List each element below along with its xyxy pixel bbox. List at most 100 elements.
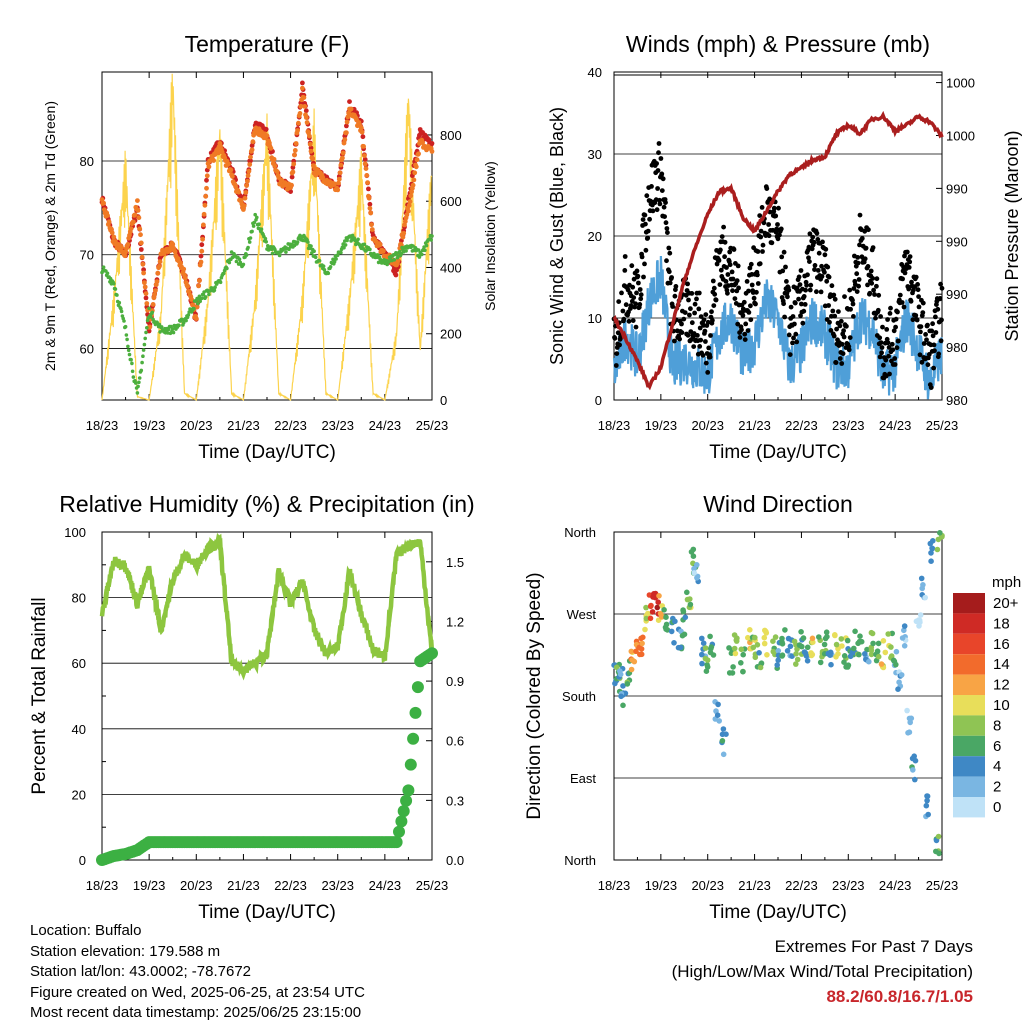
dewpoint-2m-line-point [137, 380, 141, 385]
gust-point [727, 262, 733, 268]
wind-direction-point [924, 797, 930, 804]
gust-point [822, 269, 827, 275]
wind-direction-point [930, 538, 936, 544]
temperature-9m-line-point [406, 208, 411, 214]
dewpoint-2m-line [100, 212, 434, 395]
temperature-9m-line-point [361, 144, 366, 149]
wind-direction-point [937, 530, 943, 536]
temperature-9m-line-point [199, 248, 205, 254]
y-tick-label: 60 [80, 341, 94, 356]
wind-direction-point [754, 642, 761, 648]
temperature-9m-line-point [369, 222, 374, 228]
dewpoint-2m-line-point [105, 271, 110, 276]
gust-point [701, 317, 707, 323]
precipitation-point [400, 794, 413, 807]
x-tick-label: 18/23 [598, 418, 631, 433]
y-tick-label: 70 [80, 248, 94, 263]
dewpoint-2m-line-point [119, 309, 124, 314]
gust-point [721, 224, 726, 230]
temperature-9m-line-point [138, 232, 143, 238]
gust-point [796, 274, 802, 280]
temperature-2m-line-point [367, 201, 373, 207]
dewpoint-2m-line-point [332, 259, 337, 264]
dewpoint-2m-line-point [254, 215, 259, 220]
gust-point [654, 207, 660, 213]
wind-direction-point [923, 802, 930, 809]
wind-direction-point [663, 614, 669, 620]
gust-point [854, 289, 860, 294]
gust-point [848, 306, 853, 312]
wind-direction-point [794, 646, 800, 652]
dewpoint-2m-line-point [130, 361, 134, 366]
temperature-9m-line-point [274, 169, 280, 175]
temperature-9m-line-point [362, 161, 368, 167]
dewpoint-2m-line-point [200, 296, 204, 301]
gust-point [866, 227, 871, 233]
temperature-9m-line-point [407, 199, 413, 205]
gust-point [886, 353, 891, 359]
gust-point [931, 342, 937, 348]
dewpoint-2m-line-point [140, 360, 144, 365]
gust-point [842, 294, 847, 299]
gust-point [754, 289, 759, 295]
wind-direction-point [720, 751, 727, 758]
wind-direction-point [638, 646, 645, 652]
wind-direction-point [740, 668, 746, 675]
colorbar-swatch [953, 797, 985, 818]
temperature-9m-line-point [243, 190, 249, 195]
gust-point [659, 171, 665, 177]
gust-point [906, 265, 912, 270]
gust-point [932, 348, 937, 354]
wind-direction-point [643, 615, 650, 622]
gust-point [636, 280, 641, 286]
precipitation-point [397, 805, 410, 818]
gust-point [790, 314, 796, 319]
wind-direction-point [663, 626, 669, 632]
temperature-9m-line-point [292, 152, 297, 158]
dewpoint-2m-line-point [115, 293, 119, 297]
wind-direction-point [672, 618, 678, 625]
temperature-9m-line-point [181, 266, 187, 272]
temperature-2m-line-point [429, 141, 435, 146]
temperature-9m-line-point [109, 226, 114, 232]
temperature-2m-line-point [360, 134, 366, 140]
gust-point [805, 272, 810, 278]
temperature-9m-line-point [401, 230, 407, 236]
temperature-2m-line-point [344, 123, 349, 129]
gust-point [916, 304, 922, 310]
relative-humidity-line [99, 532, 435, 681]
wind-direction-point [901, 627, 907, 634]
precipitation-point [411, 681, 424, 694]
wind-direction-point [809, 651, 816, 658]
temperature-9m-line-point [340, 155, 345, 161]
x-tick-label: 23/23 [832, 878, 865, 893]
gust-point [703, 360, 709, 366]
wind-direction-point [729, 670, 736, 676]
y-tick-label: 80 [80, 154, 94, 169]
extremes-block: Extremes For Past 7 Days (High/Low/Max W… [672, 934, 973, 1009]
temperature-9m-line-point [182, 275, 188, 281]
gust-point [867, 290, 873, 296]
dewpoint-2m-line-point [339, 250, 343, 255]
gust-point [622, 254, 628, 259]
temperature-9m-line-point [131, 219, 136, 225]
gust-point [650, 208, 656, 214]
wind-direction-point [681, 631, 688, 638]
colorbar-swatch [953, 735, 985, 757]
gust-point [631, 295, 637, 300]
y-tick-label: 80 [72, 591, 86, 606]
dewpoint-2m-line-point [144, 330, 148, 335]
wind-direction-point [893, 648, 900, 655]
gust-point [851, 286, 857, 291]
wind-direction-point [682, 614, 689, 621]
gust-point [892, 362, 898, 367]
gust-point [622, 268, 628, 273]
wind-direction-point [714, 712, 721, 718]
gust-point [670, 304, 675, 309]
colorbar-swatch [953, 715, 985, 736]
wind-direction-point [699, 660, 705, 667]
wind-direction-point [787, 643, 794, 650]
gust-point [878, 340, 884, 345]
